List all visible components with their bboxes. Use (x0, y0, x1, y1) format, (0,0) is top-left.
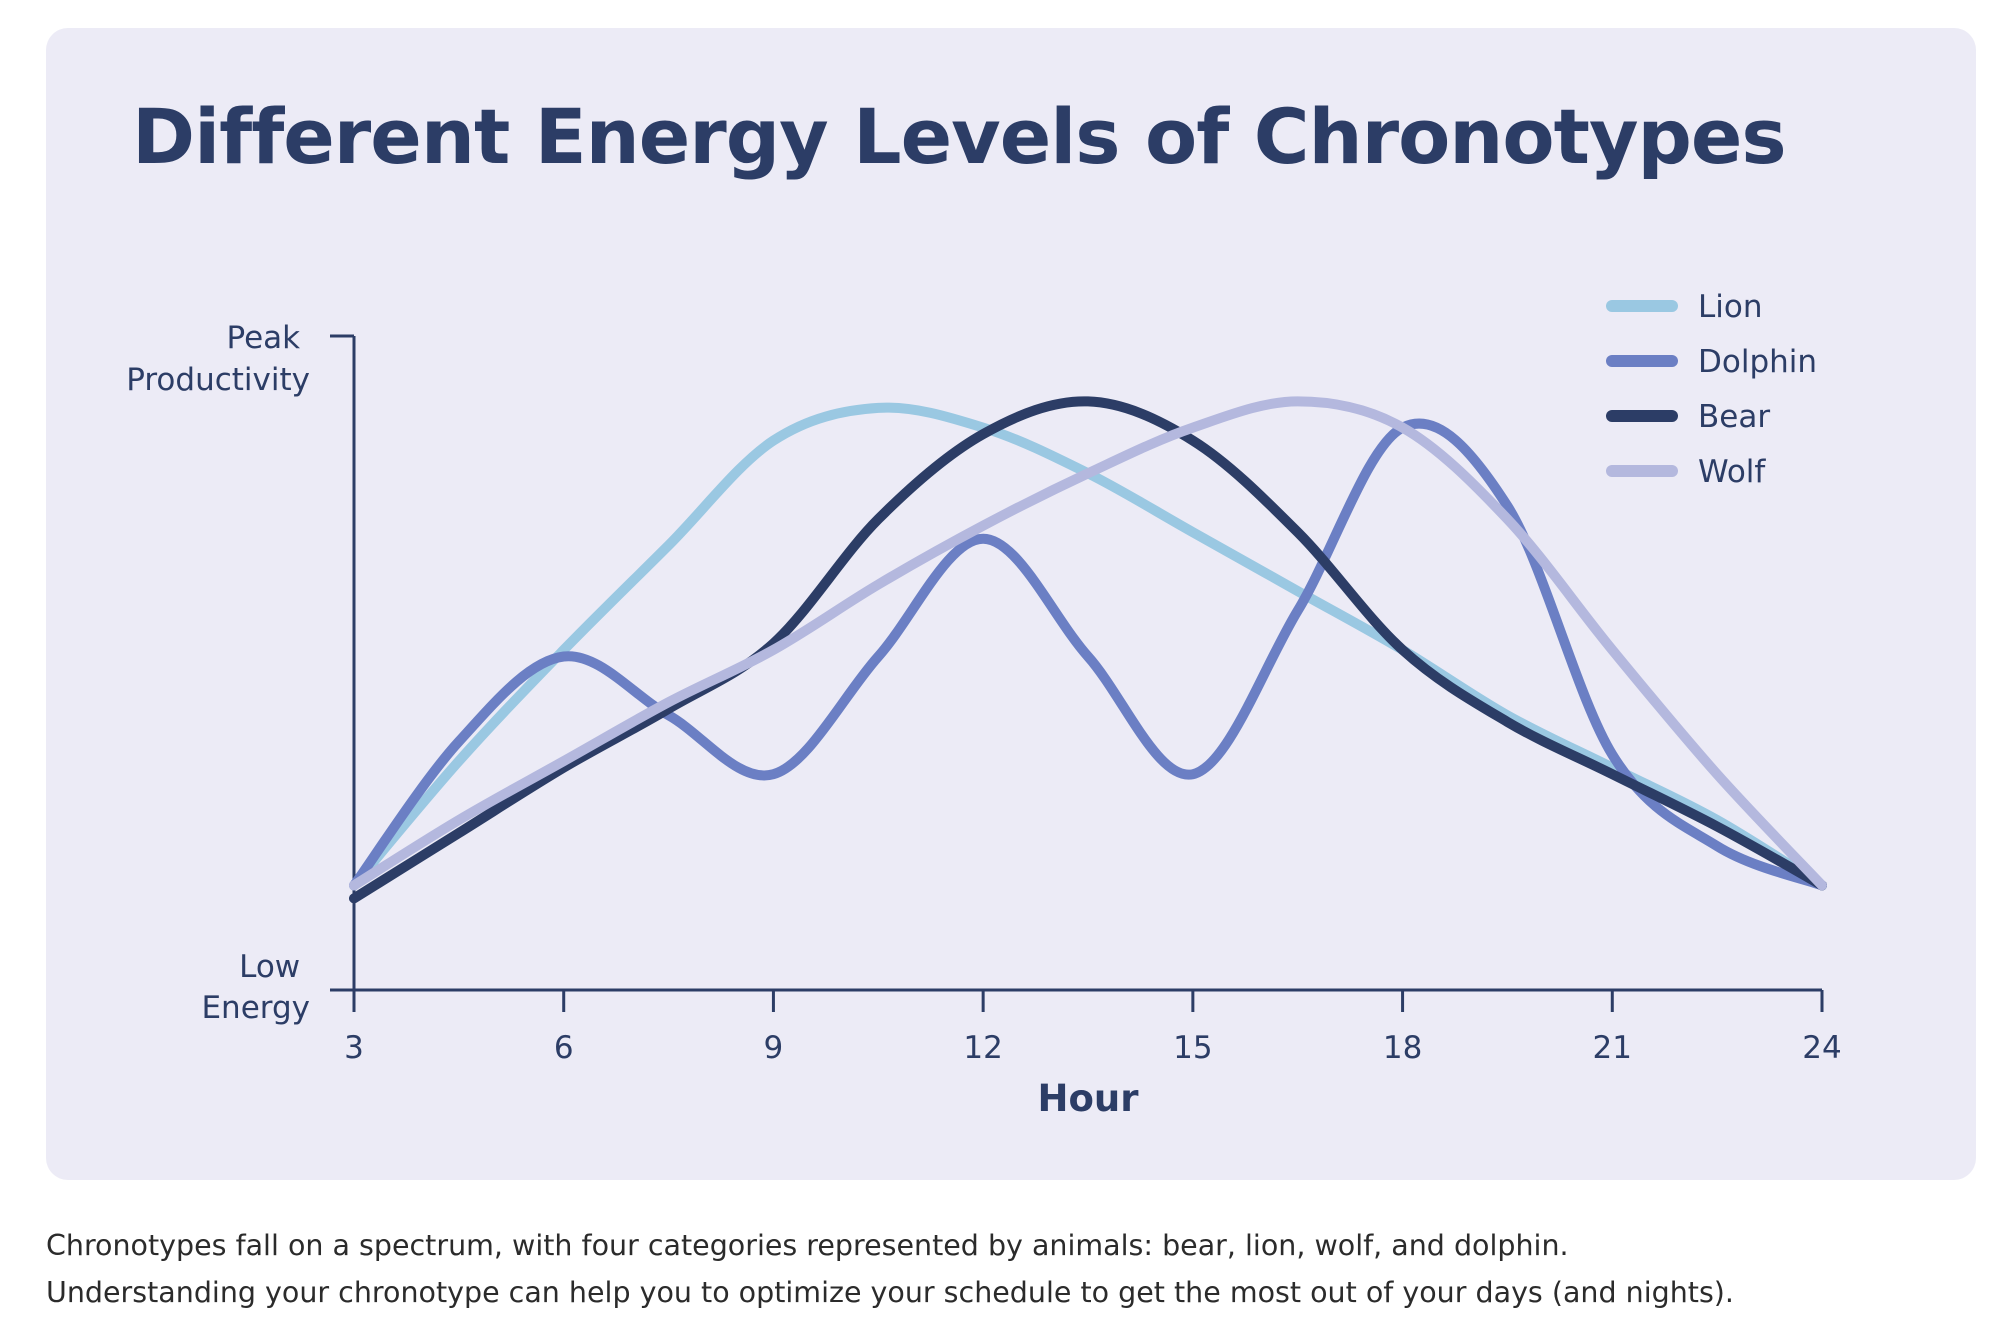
series-line-bear (349, 396, 1827, 904)
x-tick-label-9: 9 (764, 1030, 784, 1066)
x-axis: 3 6 9 12 15 18 21 24 (344, 988, 1842, 1066)
y-label-peak-line1: Peak (227, 320, 301, 356)
legend-label-wolf: Wolf (1698, 454, 1766, 490)
x-tick-label-6: 6 (554, 1030, 574, 1066)
series-layer (349, 396, 1827, 904)
x-tick-label-3: 3 (344, 1030, 364, 1066)
legend-label-lion: Lion (1698, 289, 1763, 325)
y-label-peak: Peak Productivity (126, 320, 310, 398)
x-tick-label-18: 18 (1383, 1030, 1422, 1066)
legend-label-bear: Bear (1698, 399, 1770, 435)
caption: Chronotypes fall on a spectrum, with fou… (46, 1222, 1976, 1316)
series-line-wolf (349, 396, 1827, 891)
x-tick-label-12: 12 (963, 1030, 1002, 1066)
chart-card (46, 28, 1976, 1180)
legend: Lion Dolphin Bear Wolf (1606, 289, 1817, 490)
series-line-dolphin (349, 418, 1827, 891)
y-axis: Peak Productivity Low Energy (126, 320, 356, 1026)
y-label-low: Low Energy (201, 949, 310, 1026)
x-tick-label-24: 24 (1802, 1030, 1841, 1066)
caption-line-1: Chronotypes fall on a spectrum, with fou… (46, 1229, 1569, 1262)
y-label-low-line1: Low (239, 949, 300, 985)
legend-label-dolphin: Dolphin (1698, 344, 1817, 380)
y-label-low-line2: Energy (201, 990, 310, 1026)
x-tick-label-21: 21 (1593, 1030, 1632, 1066)
caption-line-2: Understanding your chronotype can help y… (46, 1276, 1734, 1309)
x-axis-title: Hour (1038, 1077, 1140, 1120)
x-tick-label-15: 15 (1173, 1030, 1212, 1066)
chart-title: Different Energy Levels of Chronotypes (132, 92, 1787, 181)
series-line-lion (349, 402, 1827, 891)
y-label-peak-line2: Productivity (126, 362, 310, 398)
